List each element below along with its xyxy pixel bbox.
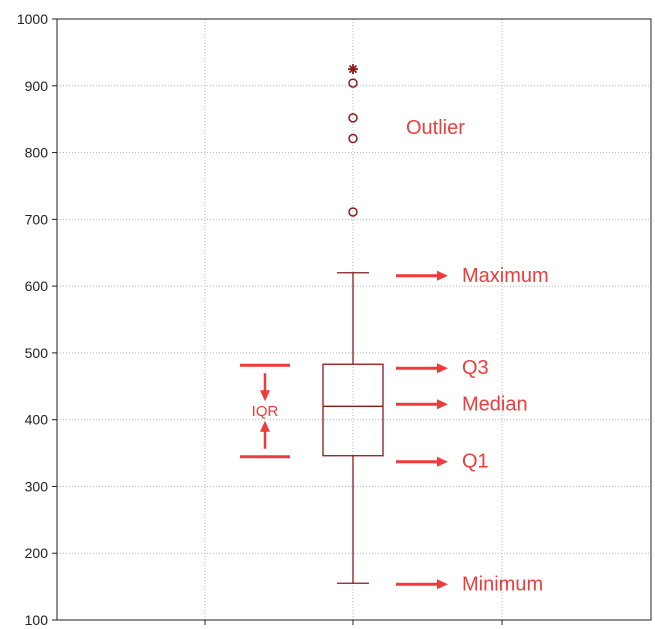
extreme-star-stroke: [348, 64, 358, 74]
arrow-head: [437, 579, 448, 590]
iqr-box: [322, 363, 384, 457]
iqr-down-head: [260, 390, 270, 402]
arrow-q1: [396, 456, 448, 467]
annotation-maximum: Maximum: [462, 265, 549, 287]
grid-lines: [57, 19, 651, 620]
annotations: Outlier Maximum Q3 Median Q1 Minimum IQR: [240, 117, 549, 595]
y-tick-label: 700: [25, 211, 49, 227]
y-axis: 100 200 300 400 500 600 700 800 900 1000: [17, 11, 503, 628]
plot-area-frame: [56, 18, 652, 621]
outlier-point: [348, 78, 358, 88]
annotation-q1: Q1: [462, 451, 489, 473]
extreme-point: [348, 64, 358, 75]
arrow-head: [437, 270, 448, 281]
y-tick-label: 500: [25, 345, 49, 361]
y-tick-label: 600: [25, 278, 49, 294]
outlier-point: [348, 113, 358, 123]
y-tick-label: 800: [25, 145, 49, 161]
annotation-median: Median: [462, 393, 528, 415]
iqr-up-head: [260, 420, 270, 432]
annotation-iqr: IQR: [252, 403, 279, 420]
y-tick-label: 400: [25, 412, 49, 428]
iqr-bracket: [240, 363, 290, 459]
y-tick-label: 1000: [17, 11, 48, 27]
box-plot: [322, 64, 384, 584]
arrow-head: [437, 363, 448, 374]
arrow-maximum: [396, 270, 448, 281]
arrow-median: [396, 399, 448, 410]
arrow-head: [437, 399, 448, 410]
arrow-q3: [396, 363, 448, 374]
outlier-point: [348, 133, 358, 144]
y-tick-label: 100: [25, 612, 49, 628]
annotation-q3: Q3: [462, 357, 489, 379]
annotation-minimum: Minimum: [462, 573, 543, 595]
y-tick-label: 200: [25, 545, 49, 561]
y-tick-label: 300: [25, 478, 49, 494]
outlier-point: [348, 207, 358, 217]
annotation-outlier: Outlier: [406, 117, 465, 139]
arrow-minimum: [396, 579, 448, 590]
arrow-head: [437, 456, 448, 467]
y-tick-label: 900: [25, 78, 49, 94]
